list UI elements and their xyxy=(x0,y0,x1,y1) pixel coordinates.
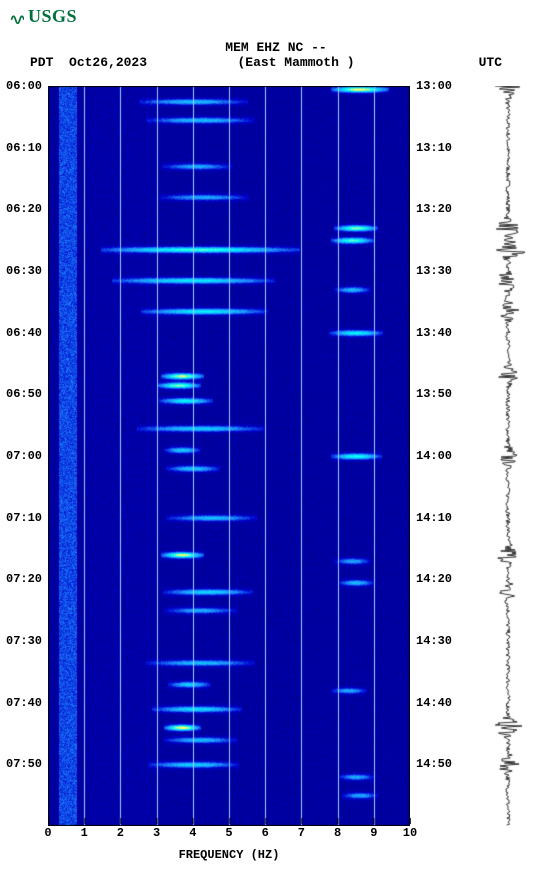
plot-header: MEM EHZ NC -- PDT Oct26,2023 (East Mammo… xyxy=(0,40,552,70)
x-tick: 6 xyxy=(262,826,269,840)
x-tick: 1 xyxy=(81,826,88,840)
y-tick-left: 07:30 xyxy=(6,634,42,648)
x-tick: 9 xyxy=(370,826,377,840)
y-tick-left: 06:50 xyxy=(6,387,42,401)
tz-right-label: UTC xyxy=(442,55,532,70)
y-tick-right: 13:00 xyxy=(416,79,452,93)
x-axis-label: FREQUENCY (HZ) xyxy=(48,848,410,862)
y-tick-left: 06:40 xyxy=(6,326,42,340)
y-tick-right: 13:20 xyxy=(416,202,452,216)
y-tick-right: 14:50 xyxy=(416,757,452,771)
y-tick-right: 14:00 xyxy=(416,449,452,463)
x-tick: 2 xyxy=(117,826,124,840)
y-tick-left: 07:20 xyxy=(6,572,42,586)
waveform-panel xyxy=(490,86,526,826)
y-tick-right: 13:10 xyxy=(416,141,452,155)
waveform-canvas xyxy=(490,86,526,826)
logo-text: USGS xyxy=(28,6,77,27)
x-tick: 5 xyxy=(225,826,232,840)
y-tick-right: 13:50 xyxy=(416,387,452,401)
y-tick-left: 07:40 xyxy=(6,696,42,710)
spectrogram-plot xyxy=(48,86,410,826)
x-tick: 4 xyxy=(189,826,196,840)
y-tick-right: 14:30 xyxy=(416,634,452,648)
station-subtitle: (East Mammoth ) xyxy=(150,55,442,70)
y-tick-left: 07:10 xyxy=(6,511,42,525)
usgs-logo: USGS xyxy=(10,6,77,27)
y-tick-right: 14:20 xyxy=(416,572,452,586)
x-tick: 10 xyxy=(403,826,417,840)
date-label: Oct26,2023 xyxy=(69,55,147,70)
y-tick-right: 14:10 xyxy=(416,511,452,525)
y-tick-left: 07:00 xyxy=(6,449,42,463)
station-title: MEM EHZ NC -- xyxy=(0,40,552,55)
tz-left-label: PDT xyxy=(30,55,53,70)
wave-icon xyxy=(10,10,24,24)
y-tick-left: 06:10 xyxy=(6,141,42,155)
x-tick: 3 xyxy=(153,826,160,840)
y-tick-right: 13:30 xyxy=(416,264,452,278)
spectrogram-canvas xyxy=(48,86,410,826)
y-tick-left: 06:30 xyxy=(6,264,42,278)
x-tick: 7 xyxy=(298,826,305,840)
y-tick-left: 06:20 xyxy=(6,202,42,216)
y-tick-left: 07:50 xyxy=(6,757,42,771)
y-tick-left: 06:00 xyxy=(6,79,42,93)
x-tick: 8 xyxy=(334,826,341,840)
x-tick: 0 xyxy=(44,826,51,840)
y-tick-right: 14:40 xyxy=(416,696,452,710)
y-tick-right: 13:40 xyxy=(416,326,452,340)
